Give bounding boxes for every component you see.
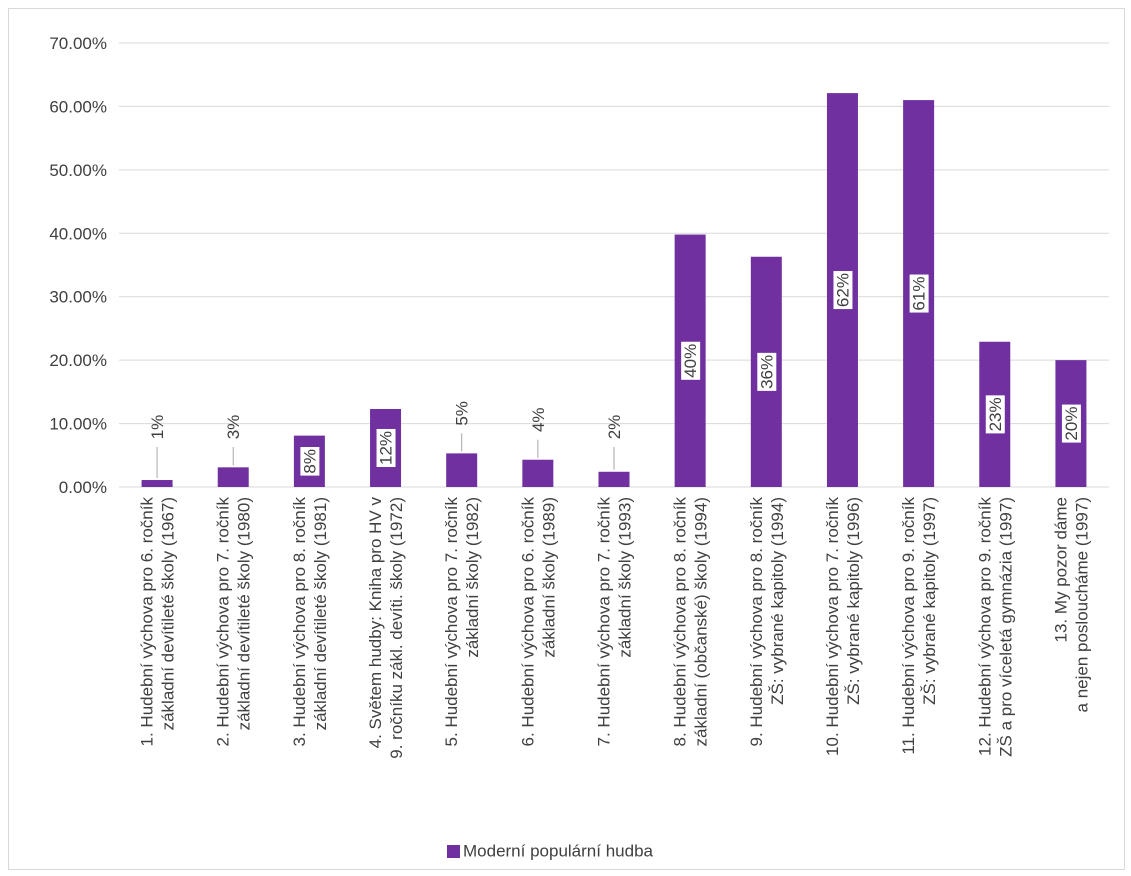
data-label-group: 61% bbox=[909, 274, 929, 313]
x-tick-label: 7. Hudební výchova pro 7. ročník bbox=[595, 497, 614, 747]
x-tick-label: 5. Hudební výchova pro 7. ročník bbox=[442, 497, 461, 747]
x-tick-label: 8. Hudební výchova pro 8. ročník bbox=[671, 497, 690, 747]
data-label-group: 62% bbox=[833, 271, 853, 310]
data-label-group: 40% bbox=[681, 341, 701, 380]
data-labels: 1% 3% 8% 12% 5% 4% 2% 40% 36% 62% 61% 23% 20% bbox=[148, 271, 1081, 479]
bar bbox=[141, 480, 173, 487]
y-tick-label: 60.00% bbox=[49, 97, 107, 116]
data-label: 1% bbox=[148, 415, 167, 440]
x-tick-label: základní školy (1989) bbox=[539, 497, 558, 658]
x-tick-label: ZŠ a pro víceletá gymnázia (1997) bbox=[996, 497, 1015, 757]
data-label-background bbox=[985, 395, 1005, 434]
x-tick-label: základní školy (1982) bbox=[463, 497, 482, 658]
x-tick-label: 12. Hudební výchova pro 9. ročník bbox=[975, 497, 994, 756]
x-tick-label: základní (občanské) školy (1994) bbox=[692, 497, 711, 746]
x-tick-label: základní školy (1993) bbox=[616, 497, 635, 658]
data-label: 61% bbox=[910, 277, 929, 311]
y-tick-label: 30.00% bbox=[49, 288, 107, 307]
x-tick-label: ZŠ: vybrané kapitoly (1994) bbox=[768, 497, 787, 705]
x-tick-label: 9. Hudební výchova pro 8. ročník bbox=[747, 497, 766, 747]
data-label-background bbox=[909, 274, 929, 313]
data-label: 62% bbox=[833, 273, 852, 307]
data-label-group: 5% bbox=[453, 401, 472, 452]
chart-area: 0.00% 10.00% 20.00% 30.00% 40.00% 50.00% 60.00… bbox=[8, 8, 1125, 870]
data-label-background bbox=[681, 341, 701, 380]
x-tick-label: 4. Světem hudby: Kniha pro HV v bbox=[366, 497, 385, 749]
legend: Moderní populární hudba bbox=[447, 842, 654, 861]
legend-label: Moderní populární hudba bbox=[463, 842, 654, 861]
y-tick-label: 40.00% bbox=[49, 224, 107, 243]
data-label-background bbox=[376, 428, 396, 468]
x-axis-tick-labels: 1. Hudební výchova pro 6. ročník základní… bbox=[138, 497, 1092, 759]
data-label-group: 1% bbox=[148, 415, 167, 479]
x-tick-label: a nejen posloucháme (1997) bbox=[1072, 497, 1091, 712]
y-tick-label: 50.00% bbox=[49, 161, 107, 180]
x-tick-label: 2. Hudební výchova pro 7. ročník bbox=[214, 497, 233, 747]
data-label-group: 4% bbox=[529, 407, 548, 458]
data-label: 4% bbox=[529, 407, 548, 432]
bar bbox=[522, 459, 554, 487]
data-label: 5% bbox=[453, 401, 472, 426]
data-label-group: 8% bbox=[300, 447, 320, 476]
bar bbox=[598, 471, 630, 487]
x-tick-label: 13. My pozor dáme bbox=[1051, 497, 1070, 643]
x-tick-label: ZŠ: vybrané kapitoly (1997) bbox=[920, 497, 939, 705]
data-label-background bbox=[300, 447, 320, 476]
data-label-background bbox=[757, 352, 777, 391]
data-label: 20% bbox=[1062, 407, 1081, 441]
bar bbox=[446, 453, 478, 487]
data-label: 23% bbox=[986, 397, 1005, 431]
data-label: 3% bbox=[224, 415, 243, 440]
data-label: 12% bbox=[377, 431, 396, 465]
data-label-background bbox=[1061, 404, 1081, 443]
bar-chart: 0.00% 10.00% 20.00% 30.00% 40.00% 50.00% 60.00… bbox=[49, 34, 1109, 861]
x-tick-label: 1. Hudební výchova pro 6. ročník bbox=[138, 497, 157, 747]
x-tick-label: ZŠ: vybrané kapitoly (1996) bbox=[844, 497, 863, 705]
data-label-background bbox=[833, 271, 853, 310]
y-tick-label: 20.00% bbox=[49, 351, 107, 370]
legend-swatch bbox=[447, 845, 460, 858]
data-label: 40% bbox=[681, 344, 700, 378]
data-label-group: 20% bbox=[1061, 404, 1081, 443]
y-tick-label: 0.00% bbox=[59, 478, 107, 497]
data-label-group: 12% bbox=[376, 428, 396, 468]
x-tick-label: 9. ročníku zákl. devíti. školy (1972) bbox=[387, 497, 406, 759]
data-label-group: 2% bbox=[605, 415, 624, 470]
x-tick-label: základní devítileté školy (1981) bbox=[311, 497, 330, 730]
data-label: 8% bbox=[300, 449, 319, 474]
data-label-group: 36% bbox=[757, 352, 777, 391]
x-tick-label: 6. Hudební výchova pro 6. ročník bbox=[518, 497, 537, 747]
data-label: 2% bbox=[605, 415, 624, 440]
x-tick-label: základní devítileté školy (1967) bbox=[159, 497, 178, 730]
x-tick-label: základní devítileté školy (1980) bbox=[235, 497, 254, 730]
x-tick-label: 11. Hudební výchova pro 9. ročník bbox=[899, 497, 918, 755]
bar bbox=[217, 467, 249, 487]
y-tick-label: 10.00% bbox=[49, 415, 107, 434]
x-tick-label: 3. Hudební výchova pro 8. ročník bbox=[290, 497, 309, 747]
y-tick-label: 70.00% bbox=[49, 34, 107, 53]
x-tick-label: 10. Hudební výchova pro 7. ročník bbox=[823, 497, 842, 756]
y-axis-tick-labels: 0.00% 10.00% 20.00% 30.00% 40.00% 50.00% 60.00… bbox=[49, 34, 107, 497]
data-label: 36% bbox=[757, 355, 776, 389]
data-label-group: 23% bbox=[985, 395, 1005, 434]
data-label-group: 3% bbox=[224, 415, 243, 466]
